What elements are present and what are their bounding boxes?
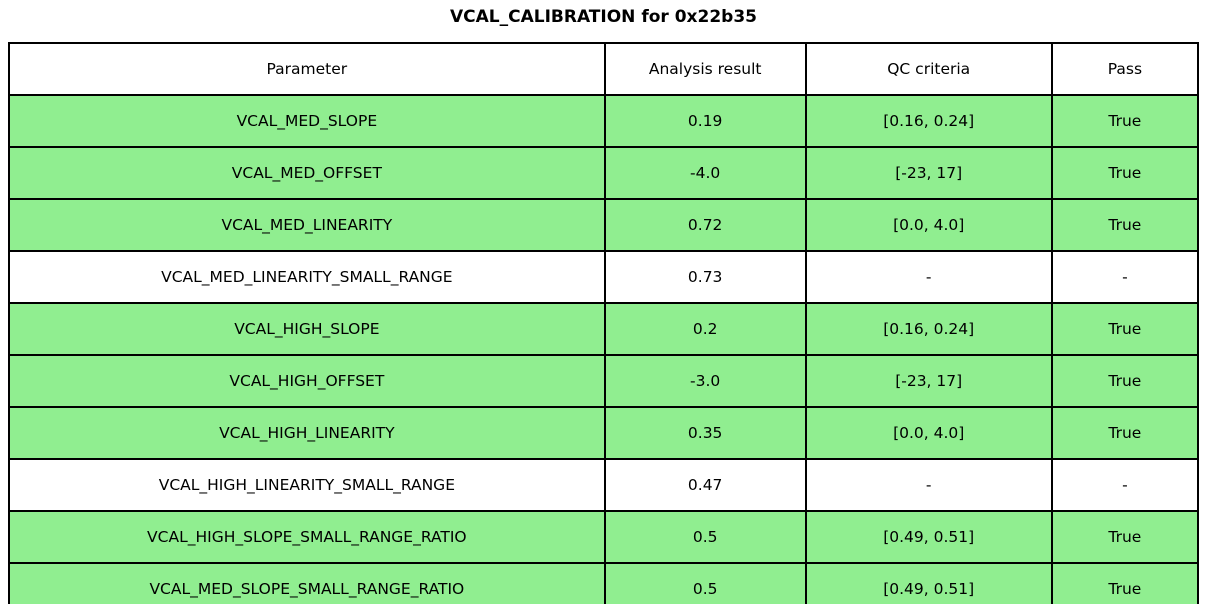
pass-cell: True <box>1050 406 1200 460</box>
qc-criteria-cell: [0.16, 0.24] <box>804 94 1053 148</box>
table-row: VCAL_HIGH_OFFSET -3.0 [-23, 17] True <box>8 354 1200 408</box>
parameter-cell: VCAL_MED_LINEARITY_SMALL_RANGE <box>8 250 606 304</box>
analysis-result-cell: 0.35 <box>603 406 807 460</box>
qc-criteria-cell: [0.16, 0.24] <box>804 302 1053 356</box>
pass-cell: True <box>1050 302 1200 356</box>
analysis-result-cell: 0.47 <box>603 458 807 512</box>
analysis-result-cell: -4.0 <box>603 146 807 200</box>
analysis-result-cell: 0.5 <box>603 562 807 604</box>
analysis-result-cell: 0.19 <box>603 94 807 148</box>
pass-cell: True <box>1050 354 1200 408</box>
table-row: VCAL_MED_LINEARITY_SMALL_RANGE 0.73 - - <box>8 250 1200 304</box>
qc-criteria-cell: [0.0, 4.0] <box>804 406 1053 460</box>
analysis-result-cell: -3.0 <box>603 354 807 408</box>
qc-criteria-cell: - <box>804 458 1053 512</box>
parameter-cell: VCAL_MED_LINEARITY <box>8 198 606 252</box>
pass-cell: True <box>1050 146 1200 200</box>
parameter-cell: VCAL_HIGH_SLOPE <box>8 302 606 356</box>
table-row: VCAL_MED_SLOPE_SMALL_RANGE_RATIO 0.5 [0.… <box>8 562 1200 604</box>
pass-cell: True <box>1050 562 1200 604</box>
table-row: VCAL_HIGH_SLOPE 0.2 [0.16, 0.24] True <box>8 302 1200 356</box>
table-row: VCAL_MED_SLOPE 0.19 [0.16, 0.24] True <box>8 94 1200 148</box>
table-row: VCAL_HIGH_SLOPE_SMALL_RANGE_RATIO 0.5 [0… <box>8 510 1200 564</box>
analysis-result-cell: 0.5 <box>603 510 807 564</box>
pass-cell: True <box>1050 510 1200 564</box>
parameter-cell: VCAL_MED_SLOPE <box>8 94 606 148</box>
table-row: VCAL_MED_OFFSET -4.0 [-23, 17] True <box>8 146 1200 200</box>
analysis-result-cell: 0.2 <box>603 302 807 356</box>
pass-cell: True <box>1050 198 1200 252</box>
table-header-row: Parameter Analysis result QC criteria Pa… <box>8 42 1200 96</box>
header-parameter: Parameter <box>8 42 606 96</box>
parameter-cell: VCAL_HIGH_LINEARITY_SMALL_RANGE <box>8 458 606 512</box>
qc-criteria-cell: [-23, 17] <box>804 354 1053 408</box>
table-row: VCAL_MED_LINEARITY 0.72 [0.0, 4.0] True <box>8 198 1200 252</box>
pass-cell: - <box>1050 250 1200 304</box>
header-qc-criteria: QC criteria <box>804 42 1053 96</box>
parameter-cell: VCAL_HIGH_SLOPE_SMALL_RANGE_RATIO <box>8 510 606 564</box>
parameter-cell: VCAL_MED_OFFSET <box>8 146 606 200</box>
qc-table: Parameter Analysis result QC criteria Pa… <box>8 42 1200 604</box>
page-title: VCAL_CALIBRATION for 0x22b35 <box>450 7 757 27</box>
header-analysis-result: Analysis result <box>603 42 807 96</box>
analysis-result-cell: 0.73 <box>603 250 807 304</box>
table-body: VCAL_MED_SLOPE 0.19 [0.16, 0.24] True VC… <box>8 94 1200 604</box>
qc-criteria-cell: [-23, 17] <box>804 146 1053 200</box>
pass-cell: True <box>1050 94 1200 148</box>
qc-criteria-cell: [0.49, 0.51] <box>804 562 1053 604</box>
table-row: VCAL_HIGH_LINEARITY 0.35 [0.0, 4.0] True <box>8 406 1200 460</box>
qc-criteria-cell: [0.0, 4.0] <box>804 198 1053 252</box>
qc-criteria-cell: - <box>804 250 1053 304</box>
table-row: VCAL_HIGH_LINEARITY_SMALL_RANGE 0.47 - - <box>8 458 1200 512</box>
qc-criteria-cell: [0.49, 0.51] <box>804 510 1053 564</box>
pass-cell: - <box>1050 458 1200 512</box>
parameter-cell: VCAL_HIGH_LINEARITY <box>8 406 606 460</box>
parameter-cell: VCAL_HIGH_OFFSET <box>8 354 606 408</box>
analysis-result-cell: 0.72 <box>603 198 807 252</box>
parameter-cell: VCAL_MED_SLOPE_SMALL_RANGE_RATIO <box>8 562 606 604</box>
header-pass: Pass <box>1050 42 1200 96</box>
